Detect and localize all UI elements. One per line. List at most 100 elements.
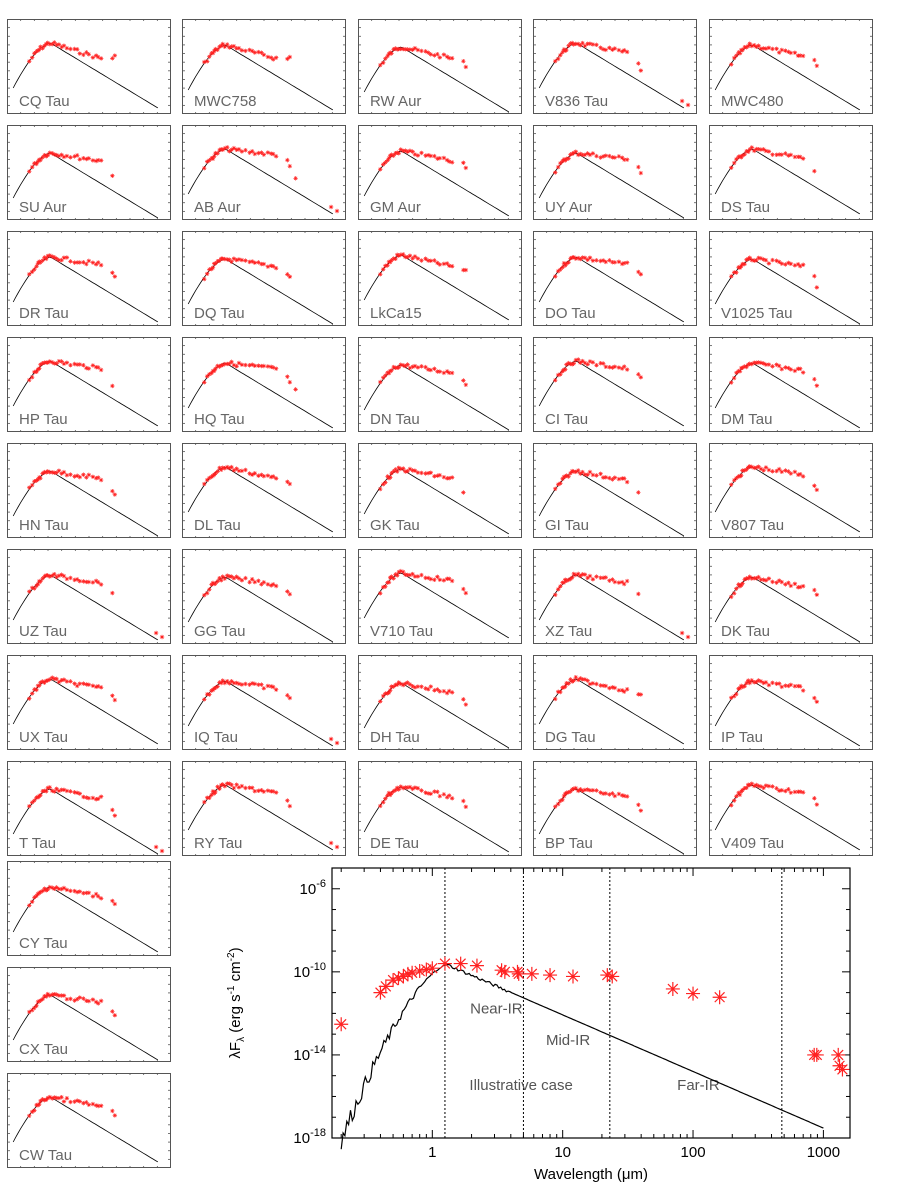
data-point [412, 254, 418, 259]
data-point [68, 996, 73, 1002]
data-point [61, 43, 67, 48]
data-point [265, 364, 271, 369]
data-point [754, 257, 759, 263]
data-point [619, 793, 625, 798]
y-tick-label: 10-10 [293, 961, 326, 981]
sed-panel: CW Tau [7, 1073, 171, 1168]
data-point [405, 680, 410, 685]
data-point [93, 684, 99, 690]
panel-ticks [533, 337, 697, 432]
data-point [607, 258, 612, 263]
data-point [607, 364, 612, 370]
data-point [636, 372, 641, 377]
sed-panel-svg: SU Aur [7, 125, 171, 220]
data-point [61, 255, 67, 260]
data-point [239, 783, 245, 789]
sed-panel: GK Tau [358, 443, 522, 538]
data-point [425, 470, 431, 476]
data-point [612, 685, 618, 691]
data-point [742, 468, 747, 473]
data-point [415, 786, 421, 791]
data-point [763, 258, 769, 263]
data-point [239, 468, 245, 474]
data-point [225, 464, 230, 470]
data-point [763, 362, 769, 367]
sed-panel-svg: DS Tau [709, 125, 873, 220]
sed-panel: V1025 Tau [709, 231, 873, 326]
data-point [287, 695, 293, 701]
data-point [209, 688, 214, 693]
data-point [571, 255, 576, 260]
data-point [553, 696, 558, 702]
plot-frame [331, 867, 851, 1139]
data-point [761, 785, 766, 791]
data-point [38, 889, 43, 895]
data-point [752, 148, 757, 154]
data-point [756, 43, 761, 48]
data-point [110, 1009, 115, 1014]
data-point [461, 58, 466, 64]
data-point [561, 260, 567, 266]
panel-ticks [7, 337, 171, 432]
data-point [59, 993, 64, 998]
data-point [763, 783, 769, 788]
sed-panel: HQ Tau [182, 337, 346, 432]
sed-panel: BP Tau [533, 761, 697, 856]
data-point [383, 373, 388, 378]
data-point [45, 785, 50, 791]
data-point [273, 476, 279, 481]
data-point [398, 362, 404, 367]
data-point [222, 361, 228, 367]
data-point [243, 258, 248, 263]
data-point [612, 475, 618, 480]
panel-ticks [7, 967, 171, 1062]
data-point [624, 367, 630, 372]
data-point [587, 41, 593, 46]
panel-ticks [709, 125, 873, 220]
data-point [54, 574, 59, 580]
data-point [746, 678, 751, 683]
data-point [215, 259, 220, 264]
data-point [622, 364, 627, 369]
data-point [742, 152, 747, 157]
data-point [564, 261, 569, 266]
panel-ticks [358, 337, 522, 432]
data-point [234, 782, 239, 787]
sed-panel-svg: MWC758 [182, 19, 346, 114]
data-point [763, 465, 769, 470]
data-point [558, 267, 563, 272]
panel-ticks [533, 655, 697, 750]
data-point [64, 153, 70, 159]
data-point [391, 469, 396, 474]
data-point [56, 42, 62, 47]
data-point [77, 889, 82, 894]
data-point [752, 680, 757, 685]
data-point [553, 170, 558, 175]
y-tick-label: 10-18 [293, 1127, 326, 1147]
data-point [786, 260, 791, 266]
data-point [463, 165, 469, 171]
data-point [231, 785, 237, 791]
data-point [252, 471, 257, 476]
data-point [273, 55, 279, 60]
data-point [52, 676, 57, 682]
data-point [558, 372, 563, 377]
panel-source-label: CX Tau [19, 1041, 68, 1058]
data-point [84, 579, 89, 585]
data-point [419, 572, 424, 578]
data-point [812, 168, 817, 174]
data-point [763, 148, 769, 154]
data-point [81, 155, 86, 161]
data-point [576, 41, 581, 47]
data-point [98, 685, 104, 690]
data-point [425, 367, 431, 372]
data-point [598, 683, 603, 688]
data-point [64, 576, 70, 582]
data-point [610, 685, 615, 690]
data-point [814, 63, 820, 69]
data-point [77, 260, 82, 265]
data-point [86, 52, 92, 57]
data-point [268, 151, 274, 156]
data-point [287, 54, 293, 60]
data-point [64, 996, 70, 1002]
